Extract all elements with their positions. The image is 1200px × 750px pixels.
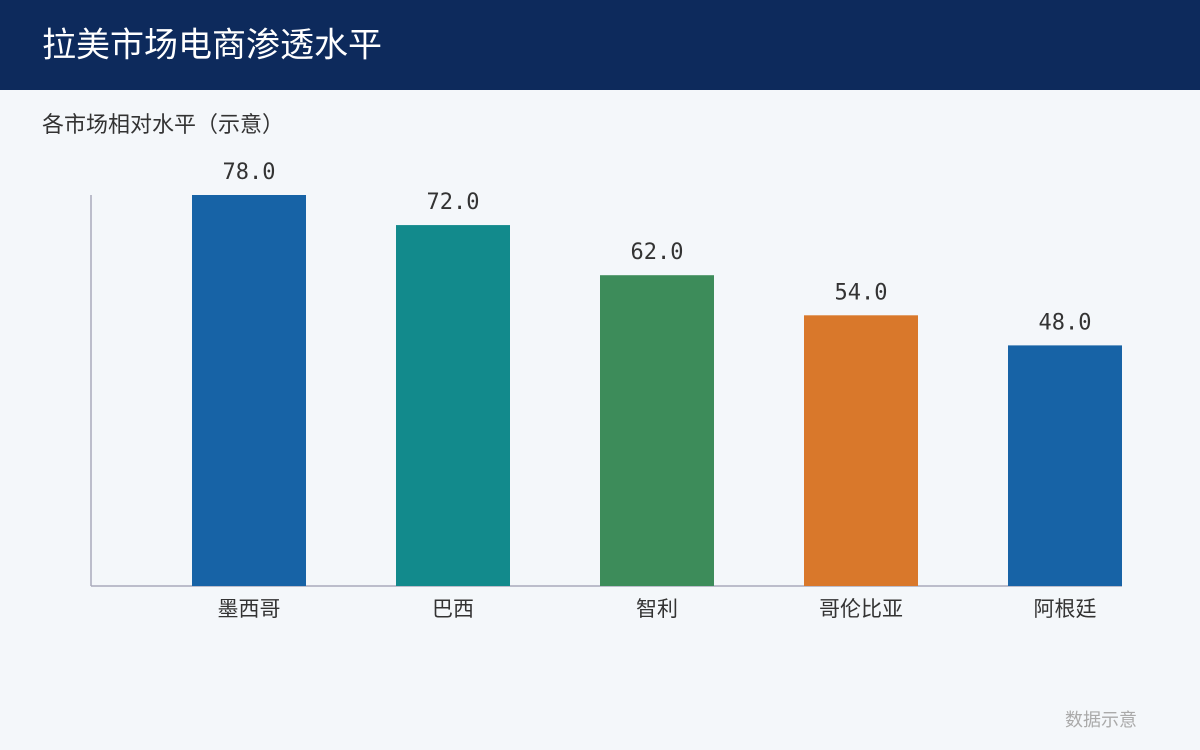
x-tick-label: 阿根廷	[1034, 597, 1097, 621]
header-bar	[0, 0, 1200, 90]
value-label: 62.0	[631, 240, 684, 265]
bar	[192, 195, 306, 586]
bar	[1008, 345, 1122, 586]
chart-title: 拉美市场电商渗透水平	[42, 26, 382, 66]
value-label: 48.0	[1039, 310, 1092, 335]
x-tick-label: 哥伦比亚	[819, 597, 903, 621]
x-tick-label: 智利	[636, 597, 678, 621]
x-tick-label: 巴西	[432, 597, 474, 621]
bar	[396, 225, 510, 587]
x-tick-label: 墨西哥	[218, 597, 281, 621]
footnote: 数据示意	[1065, 710, 1137, 731]
value-label: 54.0	[835, 280, 888, 305]
value-label: 72.0	[427, 190, 480, 215]
bar	[804, 315, 918, 586]
bar	[600, 275, 714, 586]
chart-subtitle: 各市场相对水平（示意）	[42, 113, 284, 138]
value-label: 78.0	[223, 160, 276, 185]
